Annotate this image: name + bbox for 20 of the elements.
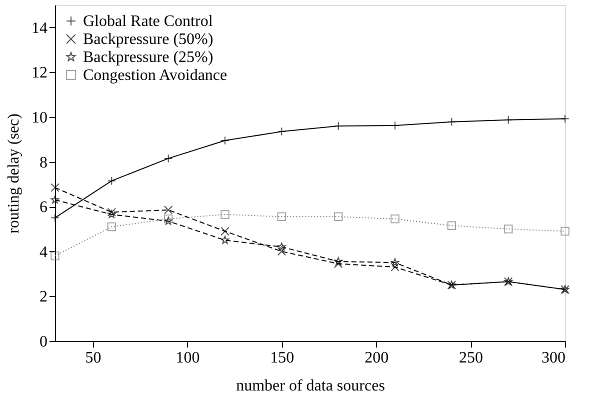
x-tick-label: 300 xyxy=(542,350,566,366)
y-tick-label: 8 xyxy=(40,154,48,172)
x-axis-title: number of data sources xyxy=(236,378,385,394)
y-axis-title: routing delay (sec) xyxy=(6,114,22,234)
y-tick-label: 14 xyxy=(32,20,48,37)
y-tick-label: 12 xyxy=(32,64,48,82)
legend-label: Backpressure (25%) xyxy=(83,49,214,66)
y-tick-label: 4 xyxy=(40,244,48,261)
x-tick-label: 200 xyxy=(364,350,389,366)
x-tick-label: 250 xyxy=(459,350,484,366)
legend-label: Congestion Avoidance xyxy=(83,67,228,84)
y-tick-label: 2 xyxy=(40,288,48,306)
y-tick-label: 6 xyxy=(40,199,48,216)
x-tick-label: 150 xyxy=(270,350,294,366)
legend-label: Global Rate Control xyxy=(83,13,214,30)
y-tick-label: 10 xyxy=(32,110,48,126)
y-tick-label: 0 xyxy=(40,334,48,350)
x-tick-label: 50 xyxy=(85,350,102,366)
legend-label: Backpressure (50%) xyxy=(83,31,214,48)
x-tick-label: 100 xyxy=(176,350,200,366)
